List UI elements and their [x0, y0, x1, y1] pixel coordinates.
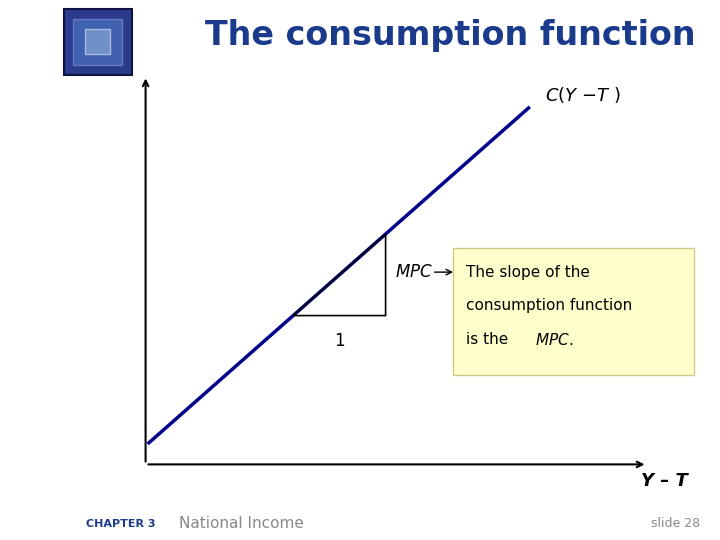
Text: slide 28: slide 28: [651, 517, 700, 530]
Text: The consumption function: The consumption function: [205, 18, 696, 52]
Text: National Income: National Income: [179, 516, 303, 531]
Bar: [73, 18, 122, 65]
Text: is the: is the: [466, 332, 513, 347]
Text: Y – T: Y – T: [641, 472, 688, 490]
Text: CHAPTER 3: CHAPTER 3: [86, 519, 156, 529]
Bar: [85, 30, 110, 54]
Text: $\mathbf{\mathit{MPC}}$.: $\mathbf{\mathit{MPC}}$.: [535, 332, 573, 348]
Text: 1: 1: [334, 332, 345, 350]
Text: $\mathit{MPC}$: $\mathit{MPC}$: [395, 263, 433, 281]
Text: consumption function: consumption function: [466, 298, 632, 313]
Text: The slope of the: The slope of the: [466, 265, 590, 280]
Text: C: C: [110, 56, 128, 79]
Text: $\mathbf{\mathit{C}}$($\mathbf{\mathit{Y}}$ $\mathbf{\mathit{-}}$$\mathbf{\mathi: $\mathbf{\mathit{C}}$($\mathbf{\mathit{Y…: [545, 85, 621, 105]
FancyBboxPatch shape: [453, 248, 693, 375]
